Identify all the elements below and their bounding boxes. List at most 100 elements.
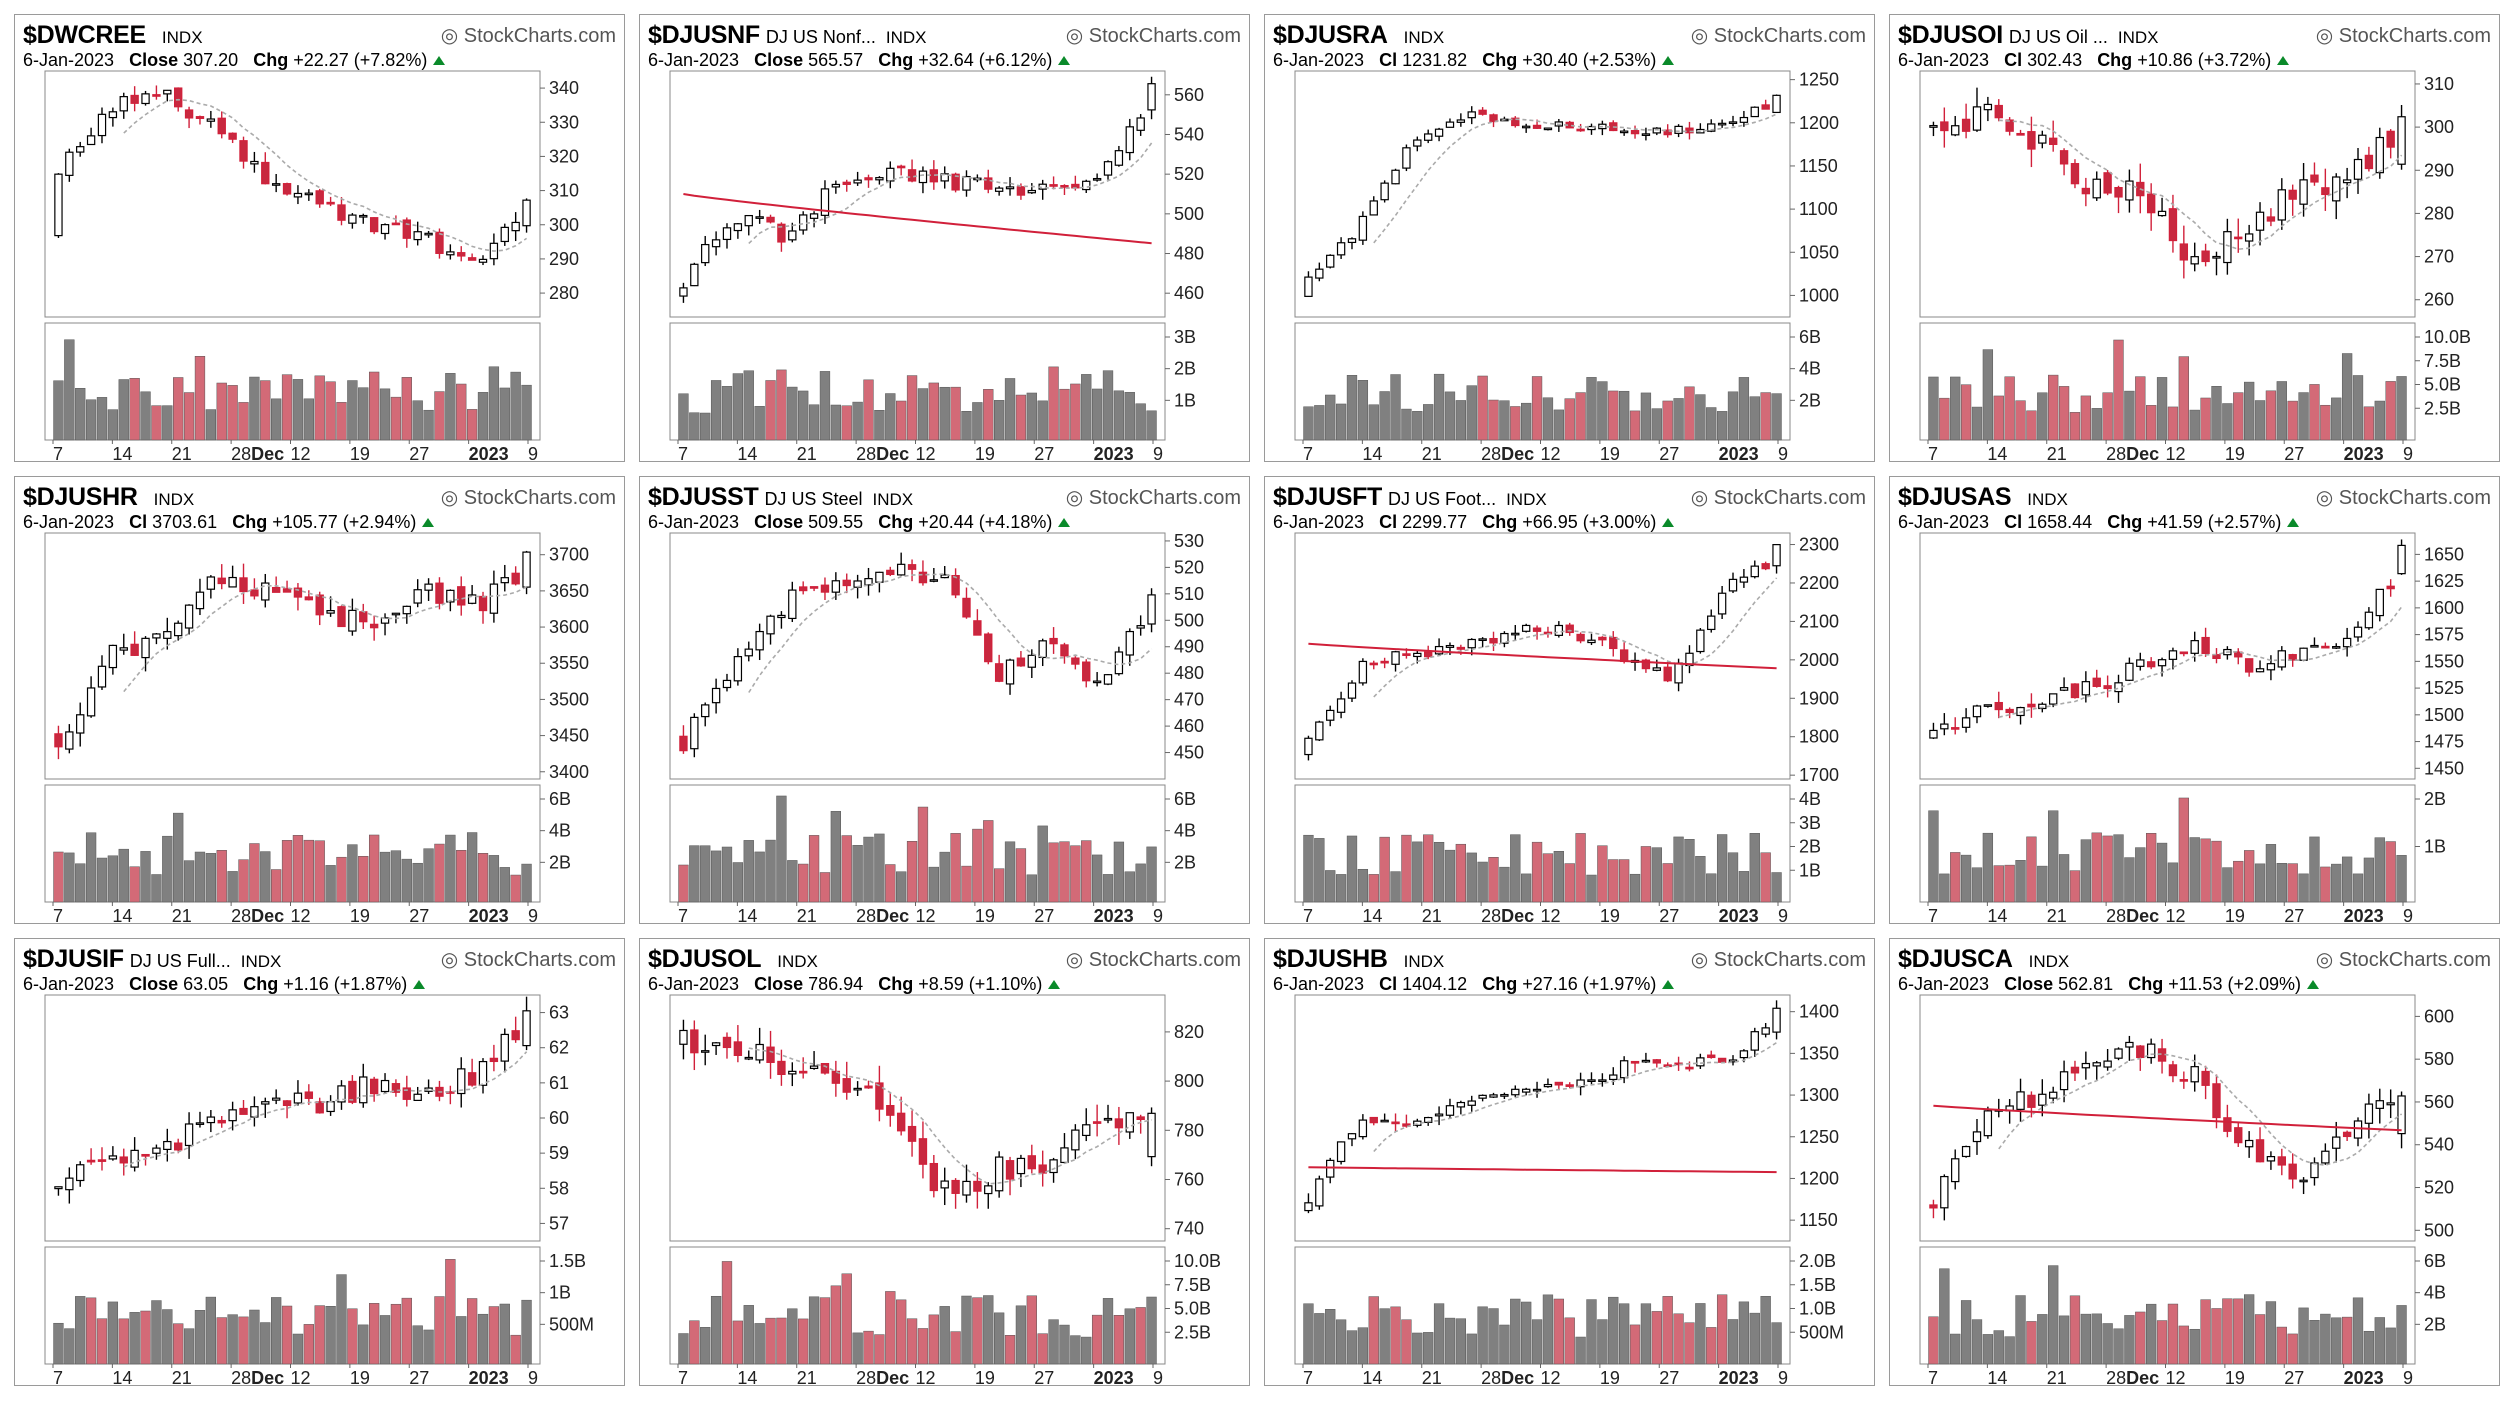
price-frame [669, 70, 1166, 318]
candle-body [174, 87, 183, 108]
candle-body [2016, 1091, 2025, 1110]
candle-body [1049, 184, 1058, 187]
chart-panel[interactable]: $DJUSST DJ US Steel INDX ◎ StockCharts.com… [639, 476, 1250, 924]
candle-body [2201, 636, 2210, 655]
candle-body [1994, 104, 2003, 119]
volume-bar [1379, 1308, 1390, 1365]
chart-panel[interactable]: $DJUSOI DJ US Oil ... INDX ◎ StockCharts.c… [1889, 14, 2500, 462]
quote-line: 6-Jan-2023 Cl 1404.12 Chg +27.16 (+1.97%… [1273, 974, 1675, 995]
volume-bar [466, 832, 478, 903]
volume-bar [950, 833, 961, 903]
volume-bar [194, 1310, 206, 1365]
candle-body [722, 227, 732, 241]
volume-bar [2156, 1320, 2168, 1365]
vol-tick-label: 2.5B [1174, 1322, 1211, 1342]
up-arrow-icon [1662, 980, 1675, 989]
volume-bar [2265, 1301, 2277, 1365]
volume-bar [2298, 1307, 2309, 1365]
candle-body [1663, 666, 1672, 682]
quote-date: 6-Jan-2023 [23, 974, 115, 994]
candle-body [940, 574, 949, 579]
volume-bar [358, 856, 369, 903]
vol-tick-label: 2B [1174, 359, 1196, 379]
volume-bar [1390, 1306, 1401, 1365]
volume-bar [1771, 872, 1782, 903]
volume-bar [787, 860, 798, 903]
candle-body [1543, 127, 1553, 131]
candle-body [1707, 1054, 1716, 1059]
quote-date: 6-Jan-2023 [648, 974, 740, 994]
volume-bar [1091, 854, 1103, 903]
volume-bar [2309, 1320, 2320, 1365]
chart-panel[interactable]: $DJUSHB INDX ◎ StockCharts.com 6-Jan-2023… [1264, 938, 1875, 1386]
panel-header: $DJUSST DJ US Steel INDX [648, 483, 1241, 511]
candle-body [1136, 117, 1145, 131]
candle-body [1511, 632, 1520, 636]
candle-body [1940, 121, 1949, 132]
exchange: INDX [161, 28, 203, 47]
candle-body [1619, 649, 1629, 663]
candle-body [511, 221, 520, 232]
candle-body [141, 1153, 150, 1157]
candle-body [1983, 1110, 1993, 1137]
x-tick-label: 14 [737, 444, 757, 462]
chart-panel[interactable]: $DJUSHR INDX ◎ StockCharts.com 6-Jan-2023… [14, 476, 625, 924]
volume-bar [2015, 400, 2026, 441]
x-tick-label: 19 [975, 906, 995, 924]
candle-body [755, 630, 764, 651]
vol-tick-label: 2B [549, 852, 571, 872]
vol-tick-label: 2B [1174, 852, 1196, 872]
volume-bar [2004, 864, 2015, 903]
volume-bar [906, 841, 918, 903]
candle-body [511, 1030, 520, 1041]
chart-panel[interactable]: $DJUSIF DJ US Full... INDX ◎ StockCharts.c… [14, 938, 625, 1386]
candle-body [478, 258, 488, 263]
price-frame [1919, 994, 2416, 1242]
volume-bar [1993, 1330, 2004, 1365]
volume-bar [1531, 841, 1543, 903]
stockcharts-logo: ◎ StockCharts.com [440, 949, 616, 971]
quote-line: 6-Jan-2023 Close 63.05 Chg +1.16 (+1.87%… [23, 974, 426, 995]
chart-panel[interactable]: $DJUSCA INDX ◎ StockCharts.com 6-Jan-2023… [1889, 938, 2500, 1386]
volume-frame [669, 1246, 1166, 1365]
x-tick-label: 12 [291, 444, 311, 462]
stockcharts-logo: ◎ StockCharts.com [440, 25, 616, 47]
candle-body [467, 257, 477, 261]
volume-bar [2385, 1327, 2396, 1365]
x-tick-label: 14 [112, 1368, 132, 1386]
volume-bar [2091, 1313, 2102, 1365]
volume-bar [358, 1324, 369, 1365]
candle-body [108, 644, 118, 669]
candle-body [842, 1078, 851, 1093]
candle-body [1961, 118, 1971, 132]
y-tick-label: 3500 [549, 689, 589, 709]
volume-bar [2113, 834, 2124, 903]
chart-panel[interactable]: $DJUSFT DJ US Foot... INDX ◎ StockCharts.c… [1264, 476, 1875, 924]
volume-bar [885, 393, 896, 441]
brand-text: StockCharts.com [463, 25, 616, 47]
chart-panel[interactable]: $DJUSRA INDX ◎ StockCharts.com 6-Jan-2023… [1264, 14, 1875, 462]
chg-label: Chg [878, 512, 914, 532]
volume-bar [521, 384, 532, 441]
chart-panel[interactable]: $DJUSOL INDX ◎ StockCharts.com 6-Jan-2023… [639, 938, 1250, 1386]
candle-body [1358, 660, 1368, 684]
chart-panel[interactable]: $DJUSAS INDX ◎ StockCharts.com 6-Jan-2023… [1889, 476, 2500, 924]
candle-body [994, 187, 1004, 192]
ma20-line [748, 142, 1153, 244]
volume-bar [1651, 1311, 1662, 1365]
candle-body [1125, 126, 1134, 154]
candle-body [457, 252, 466, 257]
volume-bar [1390, 374, 1401, 441]
volume-bar [2178, 1325, 2189, 1365]
volume-bar [1673, 1313, 1684, 1365]
volume-bar [2331, 397, 2342, 441]
candle-body [2146, 193, 2156, 214]
y-tick-label: 2100 [1799, 611, 1839, 631]
volume-bar [1146, 410, 1157, 441]
chart-panel[interactable]: $DJUSNF DJ US Nonf... INDX ◎ StockCharts.c… [639, 14, 1250, 462]
x-tick-label: 7 [678, 906, 688, 924]
chart-panel[interactable]: $DWCREE INDX ◎ StockCharts.com 6-Jan-2023… [14, 14, 625, 462]
vol-tick-label: 4B [2424, 1283, 2446, 1303]
volume-bar [1950, 1333, 1961, 1365]
volume-bar [1586, 377, 1597, 441]
